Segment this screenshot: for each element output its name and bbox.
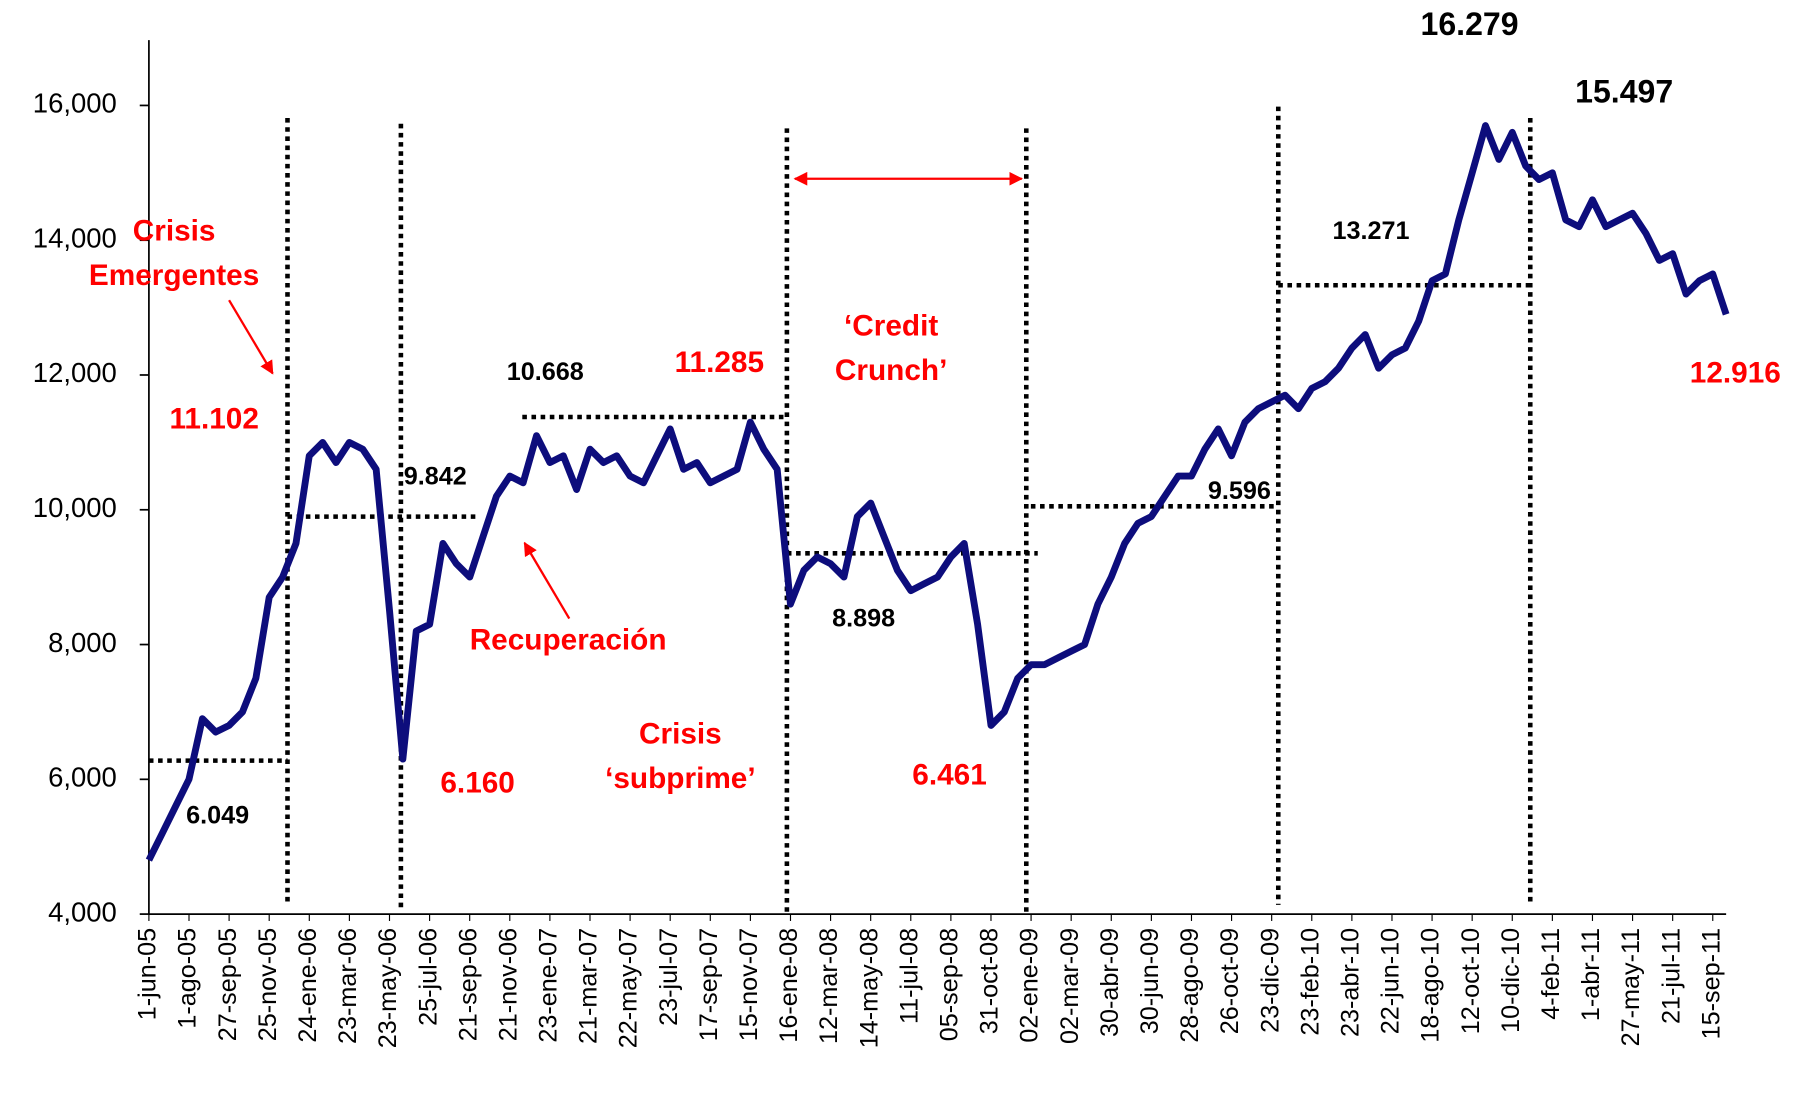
annotation: 10.668 [507,358,584,386]
x-tick-label: 21-mar-07 [575,928,603,1044]
x-tick-label: 23-jul-07 [655,928,683,1026]
y-tick-label: 4,000 [48,896,117,927]
annotation: Emergentes [89,259,259,292]
x-tick-label: 22-jun-10 [1377,928,1405,1034]
x-tick-label: 1-ago-05 [174,928,202,1029]
x-tick-label: 23-mar-06 [334,928,362,1044]
x-tick-label: 17-sep-07 [695,928,723,1041]
x-tick-label: 23-dic-09 [1256,928,1284,1033]
x-tick-label: 23-abr-10 [1337,928,1365,1037]
x-tick-label: 12-mar-08 [815,928,843,1044]
line-series [145,122,1730,862]
reference-lines [148,106,1533,913]
annotation: 11.102 [169,402,258,435]
x-tick-label: 22-may-07 [615,928,643,1048]
x-tick-label: 21-nov-06 [494,928,522,1041]
x-tick-label: 16-ene-08 [775,928,803,1043]
annotation: 11.285 [675,346,764,379]
annotation: 6.160 [440,767,514,800]
y-tick-label: 8,000 [48,627,117,658]
annotation: 12.916 [1690,356,1781,389]
x-tick-label: 1-jun-05 [134,928,162,1020]
x-tick-label: 23-ene-07 [535,928,563,1043]
x-tick-label: 21-sep-06 [454,928,482,1041]
x-tick-label: 1-abr-11 [1577,928,1605,1021]
annotation: Crunch’ [835,354,947,387]
annotation: 8.898 [832,604,895,632]
x-tick-label: 15-sep-11 [1697,928,1725,1040]
annotation: 9.596 [1208,477,1271,505]
x-tick-label: 02-ene-09 [1016,928,1044,1043]
x-tick-label: 15-nov-07 [735,928,763,1041]
y-tick-label: 16,000 [33,88,117,119]
y-tick-label: 12,000 [33,357,117,388]
annotation: ‘Credit [844,310,938,343]
annotation: Crisis [639,717,722,750]
x-tick-label: 10-dic-10 [1497,928,1525,1033]
y-tick-label: 10,000 [33,492,117,523]
annotation: ‘subprime’ [605,762,756,795]
x-tick-label: 27-may-11 [1617,928,1645,1047]
x-tick-label: 21-jul-11 [1657,928,1685,1024]
x-tick-label: 23-may-06 [374,928,402,1048]
x-tick-label: 28-ago-09 [1176,928,1204,1043]
x-tick-label: 24-ene-06 [294,928,322,1043]
x-tick-label: 25-nov-05 [254,928,282,1041]
annotation: Crisis [133,214,216,247]
x-tick-label: 05-sep-08 [936,928,964,1041]
annotation: 16.279 [1421,6,1519,42]
annotation: 6.049 [186,801,249,829]
x-tick-label: 25-jul-06 [414,928,442,1026]
arrows [228,171,1024,620]
annotation: 9.842 [404,462,467,490]
x-tick-label: 18-ago-10 [1417,928,1445,1043]
x-tick-label: 4-feb-11 [1537,928,1565,1020]
x-tick-label: 31-oct-08 [976,928,1004,1034]
y-tick-label: 14,000 [33,222,117,253]
x-tick-label: 27-sep-05 [214,928,242,1041]
annotation: 13.271 [1333,217,1410,245]
x-tick-label: 02-mar-09 [1056,928,1084,1044]
x-tick-label: 30-jun-09 [1136,928,1164,1034]
annotation: 15.497 [1575,73,1673,109]
x-tick-label: 23-feb-10 [1296,928,1324,1036]
y-tick-label: 6,000 [48,762,117,793]
annotation: 6.461 [912,759,987,792]
x-tick-label: 26-oct-09 [1216,928,1244,1034]
x-tick-label: 30-abr-09 [1096,928,1124,1037]
x-tick-label: 11-jul-08 [895,928,923,1024]
x-tick-label: 14-may-08 [855,928,883,1048]
x-tick-label: 12-oct-10 [1457,928,1485,1034]
annotation: Recuperación [470,623,667,656]
